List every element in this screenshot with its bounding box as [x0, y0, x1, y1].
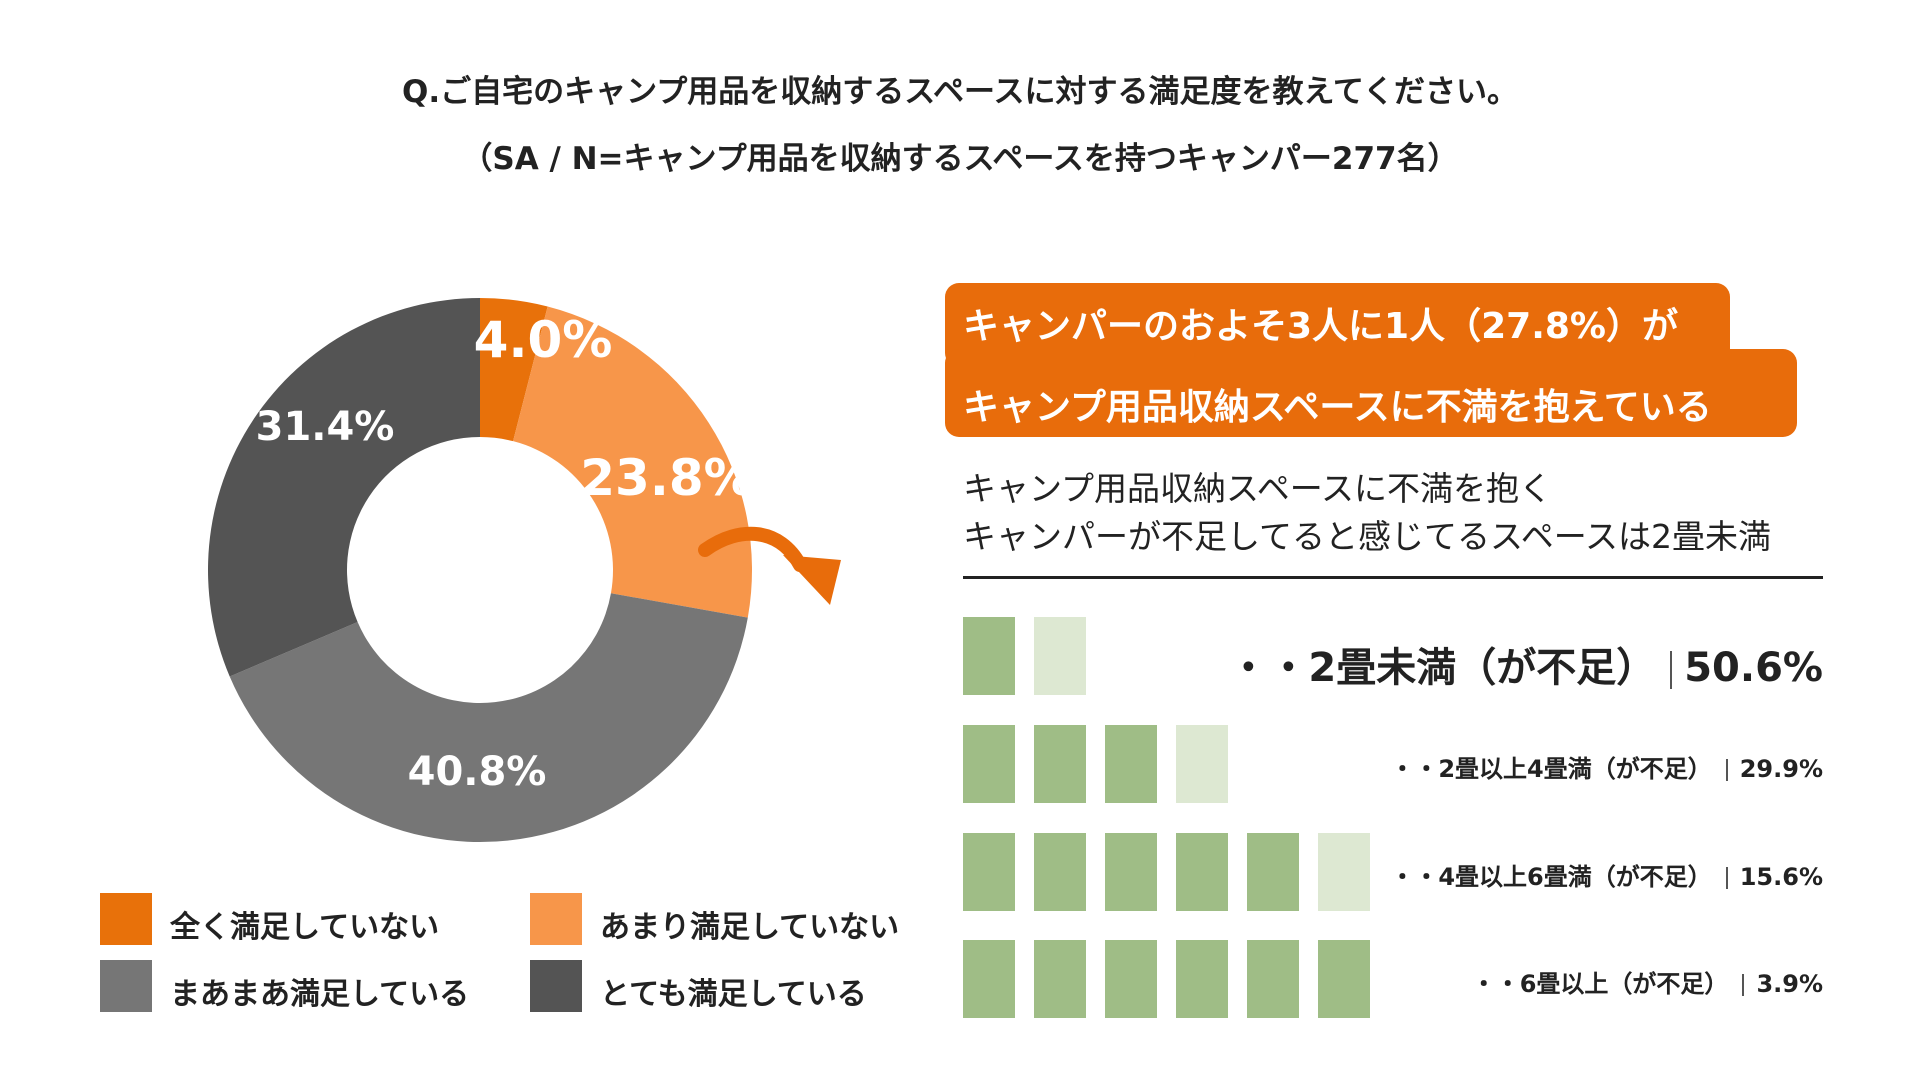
tatami-mat-icon: [1176, 725, 1228, 803]
donut-value-label: 4.0%: [474, 311, 613, 369]
pictogram-row: ・・2畳未満（が不足） 50.6%: [963, 617, 1823, 697]
tatami-mat-icon: [963, 833, 1015, 911]
value-label: 50.6%: [1684, 645, 1823, 691]
tatami-mat-icon: [963, 617, 1015, 695]
legend-swatch: [530, 960, 582, 1012]
donut-slice: [480, 298, 548, 442]
value-label: 29.9%: [1739, 755, 1823, 783]
donut-slice: [513, 306, 752, 618]
pictogram-row-label: ・・4畳以上6畳満（が不足） 15.6%: [1390, 857, 1823, 892]
legend-label: まあまあ満足している: [170, 977, 470, 1012]
sample-note: （SA / N=キャンプ用品を収納するスペースを持つキャンパー277名）: [461, 141, 1459, 177]
separator: [1725, 758, 1728, 782]
legend-item: まあまあ満足している: [100, 960, 540, 1014]
separator: [1742, 973, 1745, 997]
tatami-mat-icon: [1034, 617, 1086, 695]
legend-label: とても満足している: [600, 977, 867, 1012]
tatami-mat-icon: [1318, 833, 1370, 911]
tatami-mat-icon: [1105, 940, 1157, 1018]
pictogram-row: ・・4畳以上6畳満（が不足） 15.6%: [963, 833, 1823, 913]
pictogram-row-label: ・・6畳以上（が不足） 3.9%: [1472, 964, 1823, 999]
donut-value-label: 23.8%: [580, 449, 753, 507]
tatami-mat-icon: [1247, 833, 1299, 911]
tatami-mat-icon: [963, 725, 1015, 803]
subheading-line-1: キャンプ用品収納スペースに不満を抱く: [963, 469, 1553, 508]
pictogram-row-label: ・・2畳未満（が不足） 50.6%: [1228, 635, 1823, 693]
category-label: ・・6畳以上（が不足）: [1471, 970, 1729, 998]
callout-banner: キャンパーのおよそ3人に1人（27.8%）が キャンプ用品収納スペースに不満を抱…: [945, 283, 1797, 437]
satisfaction-donut-chart: 4.0% 23.8% 40.8% 31.4%: [207, 298, 754, 842]
legend-swatch: [100, 960, 152, 1012]
category-label: ・・2畳以上4畳満（が不足）: [1390, 755, 1712, 783]
legend-swatch: [100, 893, 152, 945]
legend-label: 全く満足していない: [170, 910, 440, 945]
tatami-mat-icon: [1105, 725, 1157, 803]
value-label: 3.9%: [1756, 970, 1823, 998]
legend-item: あまり満足していない: [530, 893, 970, 947]
tatami-mat-icon: [963, 940, 1015, 1018]
legend-item: とても満足している: [530, 960, 970, 1014]
tatami-mat-icon: [1247, 940, 1299, 1018]
callout-line-1: キャンパーのおよそ3人に1人（27.8%）が: [963, 306, 1678, 347]
curved-arrow-icon: [698, 526, 841, 605]
value-label: 15.6%: [1739, 863, 1823, 891]
tatami-mat-icon: [1034, 833, 1086, 911]
category-label: ・・4畳以上6畳満（が不足）: [1390, 863, 1712, 891]
tatami-mat-icon: [1105, 833, 1157, 911]
legend-item: 全く満足していない: [100, 893, 540, 947]
divider: [963, 576, 1823, 579]
donut-slice: [229, 593, 748, 842]
callout-background: [945, 349, 1797, 437]
tatami-mat-icon: [1176, 940, 1228, 1018]
separator: [1670, 651, 1673, 689]
question-title: Q.ご自宅のキャンプ用品を収納するスペースに対する満足度を教えてください。: [402, 74, 1518, 110]
legend-swatch: [530, 893, 582, 945]
donut-value-label: 40.8%: [408, 749, 547, 795]
pictogram-row: ・・6畳以上（が不足） 3.9%: [963, 940, 1823, 1020]
subheading-line-2: キャンパーが不足してると感じてるスペースは2畳未満: [963, 517, 1772, 556]
pictogram-row-label: ・・2畳以上4畳満（が不足） 29.9%: [1390, 749, 1823, 784]
tatami-mat-icon: [1034, 725, 1086, 803]
pictogram-row: ・・2畳以上4畳満（が不足） 29.9%: [963, 725, 1823, 805]
tatami-mat-icon: [1318, 940, 1370, 1018]
separator: [1725, 866, 1728, 890]
tatami-mat-icon: [1034, 940, 1086, 1018]
donut-slice: [207, 298, 480, 677]
legend-label: あまり満足していない: [600, 910, 900, 945]
donut-value-label: 31.4%: [256, 404, 395, 450]
tatami-mat-icon: [1176, 833, 1228, 911]
callout-line-2: キャンプ用品収納スペースに不満を抱えている: [963, 387, 1712, 428]
category-label: ・・2畳未満（が不足）: [1228, 645, 1657, 691]
